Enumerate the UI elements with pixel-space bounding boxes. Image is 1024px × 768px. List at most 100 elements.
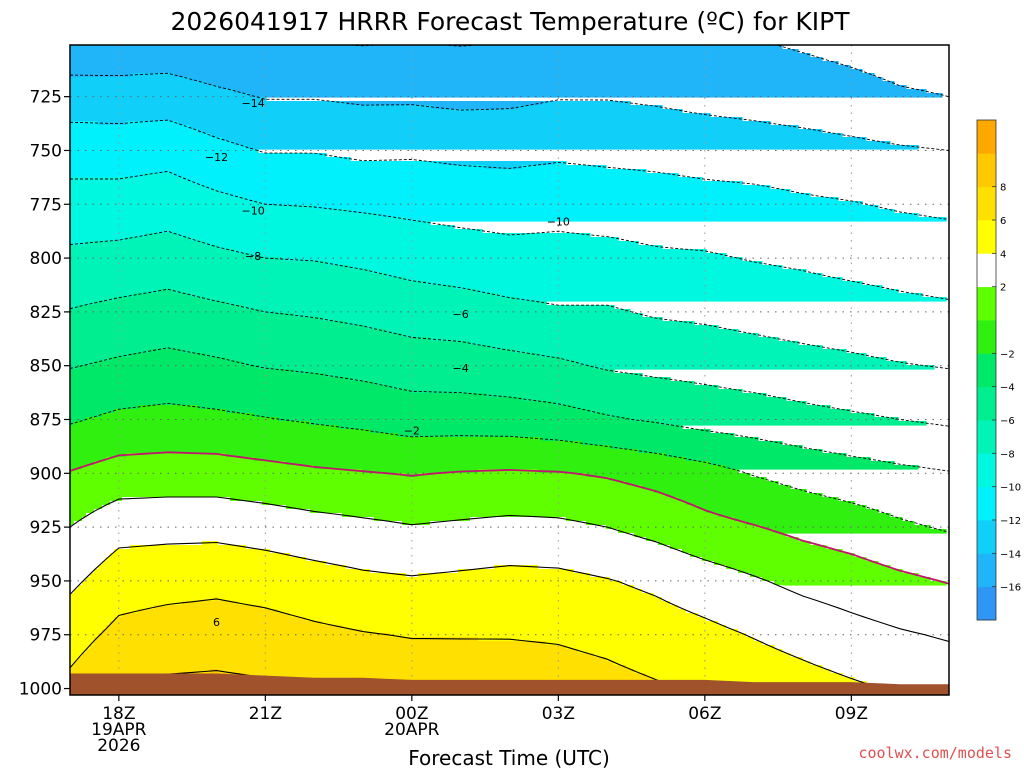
field-cell <box>574 569 739 574</box>
field-cell <box>726 465 919 470</box>
field-cell <box>646 673 843 678</box>
field-cell <box>402 521 431 526</box>
colorbar-swatch <box>977 186 996 221</box>
field-cell <box>70 409 115 414</box>
field-cell <box>150 349 183 354</box>
field-cell <box>470 517 567 522</box>
field-cell <box>74 521 403 526</box>
field-cell <box>70 405 139 410</box>
field-cell <box>630 417 899 422</box>
field-cell <box>538 565 727 570</box>
field-cell <box>538 353 867 358</box>
x-tick-label: 2026 <box>97 736 140 756</box>
field-cell <box>362 629 739 634</box>
field-cell <box>70 249 235 254</box>
field-cell <box>70 237 127 242</box>
field-cell <box>70 641 95 646</box>
field-cell <box>458 569 575 574</box>
colorbar-frame <box>976 119 997 621</box>
field-cell <box>246 673 647 678</box>
field-cell <box>98 633 391 638</box>
field-cell <box>154 605 263 610</box>
field-cell <box>634 669 831 674</box>
field-cell <box>326 261 763 266</box>
isotherm-line <box>70 170 949 300</box>
field-cell <box>262 309 631 314</box>
field-cell <box>78 585 635 590</box>
field-cell <box>70 313 295 318</box>
field-cell <box>250 93 943 98</box>
colorbar-label: −16 <box>1000 583 1021 594</box>
field-cell <box>70 129 199 134</box>
field-cell <box>654 593 803 598</box>
field-cell <box>70 205 315 210</box>
colorbar-swatch <box>977 386 996 421</box>
field-cell <box>70 401 555 406</box>
field-cell <box>94 641 547 646</box>
field-cell <box>706 509 879 514</box>
field-cell <box>190 125 799 130</box>
field-cell <box>182 601 239 606</box>
colorbar-label: −12 <box>1000 516 1021 527</box>
field-cell <box>226 409 591 414</box>
field-cell <box>70 85 219 90</box>
field-cell <box>626 665 823 670</box>
contour-label: −6 <box>453 308 469 321</box>
field-cell <box>70 221 431 226</box>
field-cell <box>70 529 619 534</box>
field-cell <box>398 433 735 438</box>
field-cell <box>70 561 103 566</box>
contour-label: −12 <box>205 151 228 164</box>
field-cell <box>246 545 671 550</box>
field-cell <box>286 461 711 466</box>
field-cell <box>70 117 743 122</box>
field-cell <box>94 301 227 306</box>
field-cell <box>114 549 271 554</box>
field-cell <box>174 173 679 178</box>
field-cell <box>70 461 95 466</box>
field-cell <box>70 517 83 522</box>
field-cell <box>698 505 867 510</box>
field-cell <box>70 489 655 494</box>
field-cell <box>222 137 867 142</box>
field-cell <box>610 477 767 482</box>
field-cell <box>70 365 79 370</box>
y-tick-label: 725 <box>30 88 62 108</box>
field-cell <box>130 545 247 550</box>
field-cell <box>498 293 923 298</box>
field-cell <box>326 373 643 378</box>
colorbar-swatch <box>977 586 996 621</box>
field-cell <box>102 629 363 634</box>
field-cell <box>710 461 895 466</box>
field-cell <box>70 229 483 234</box>
field-cell <box>70 573 91 578</box>
field-cell <box>234 249 707 254</box>
field-cell <box>198 405 575 410</box>
field-cell <box>774 581 947 586</box>
field-cell <box>70 281 427 286</box>
colorbar-label: 8 <box>1000 183 1006 194</box>
x-tick-label: 03Z <box>542 704 575 724</box>
field-cell <box>478 469 539 474</box>
field-cell <box>542 437 759 442</box>
field-cell <box>322 317 663 322</box>
field-cell <box>218 597 663 602</box>
field-cell <box>70 93 251 98</box>
field-cell <box>70 369 295 374</box>
field-cell <box>70 625 107 630</box>
field-cell <box>606 657 803 662</box>
field-cell <box>70 621 111 626</box>
field-cell <box>70 153 327 158</box>
field-cell <box>218 245 663 250</box>
field-cell <box>70 217 407 222</box>
field-cell <box>206 353 539 358</box>
field-cell <box>90 645 567 650</box>
field-cell <box>94 461 287 466</box>
field-cell <box>70 373 327 378</box>
field-cell <box>198 129 823 134</box>
field-cell <box>70 189 219 194</box>
field-cell <box>70 481 627 486</box>
field-cell <box>518 105 663 110</box>
field-cell <box>110 501 263 506</box>
field-cell <box>70 201 263 206</box>
